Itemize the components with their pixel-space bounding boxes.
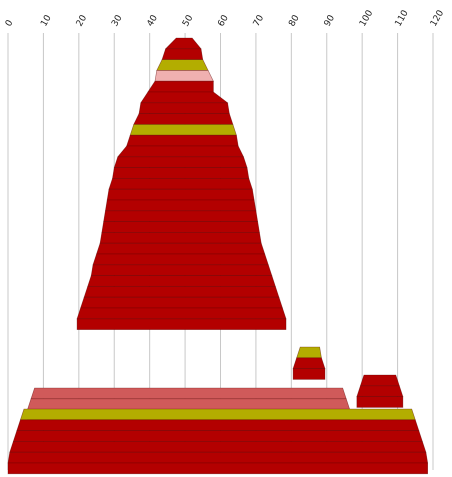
- x-tick-label: 90: [323, 13, 338, 28]
- band-segment: [12, 430, 423, 442]
- band-segment: [147, 80, 214, 93]
- x-tick-label: 20: [75, 13, 90, 28]
- band-segment: [90, 264, 273, 276]
- band-stack-1: [76, 37, 287, 330]
- band-segment: [7, 451, 429, 464]
- band-segment: [138, 102, 230, 114]
- band-segment: [76, 307, 287, 320]
- band-segment: [140, 91, 229, 104]
- band-segment: [154, 70, 214, 82]
- band-stack-2: [292, 346, 326, 380]
- band-segment: [126, 134, 239, 147]
- x-tick-label: 120: [429, 8, 446, 28]
- x-axis-tick-labels: 0 10 20 30 40 50 60 70 80 90 100 110 120: [4, 8, 446, 28]
- band-segment: [83, 286, 280, 298]
- band-segment: [9, 441, 427, 453]
- x-tick-label: 70: [252, 13, 267, 28]
- band-segment: [106, 188, 255, 201]
- band-segment: [92, 253, 269, 266]
- band-segment: [117, 145, 245, 158]
- band-segment: [156, 59, 209, 71]
- band-segment: [356, 385, 404, 397]
- x-tick-label: 80: [287, 13, 302, 28]
- band-segment: [80, 296, 283, 309]
- band-segment: [112, 167, 250, 179]
- band-segment: [96, 242, 266, 255]
- x-tick-label: 10: [39, 13, 54, 28]
- band-segment: [108, 178, 253, 190]
- band-segment: [16, 419, 420, 431]
- band-segment: [19, 408, 416, 421]
- band-segment: [113, 156, 248, 168]
- band-segment: [7, 462, 428, 475]
- band-segment: [101, 221, 260, 233]
- x-tick-label: 0: [4, 18, 16, 28]
- band-segment: [292, 357, 326, 369]
- band-segment: [359, 374, 400, 387]
- band-segment: [99, 232, 262, 244]
- x-tick-label: 60: [216, 13, 231, 28]
- band-segment: [133, 113, 234, 125]
- band-segment: [76, 318, 287, 330]
- band-segment: [161, 48, 204, 60]
- band-segment: [27, 398, 351, 410]
- band-segment: [129, 124, 237, 136]
- band-segment: [356, 396, 404, 408]
- x-tick-label: 50: [181, 13, 196, 28]
- band-stack-3: [356, 374, 404, 408]
- band-stack-5: [7, 408, 429, 475]
- band-segment: [296, 346, 322, 359]
- band-segment: [105, 199, 257, 212]
- band-segment: [30, 387, 347, 400]
- x-tick-label: 40: [146, 13, 161, 28]
- x-tick-label: 100: [358, 8, 375, 28]
- band-segment: [164, 37, 202, 50]
- chart-bands: [7, 37, 429, 475]
- band-segment: [292, 368, 326, 380]
- band-segment: [103, 210, 259, 222]
- x-tick-label: 110: [394, 8, 411, 28]
- band-segment: [87, 275, 276, 287]
- x-tick-label: 30: [110, 13, 125, 28]
